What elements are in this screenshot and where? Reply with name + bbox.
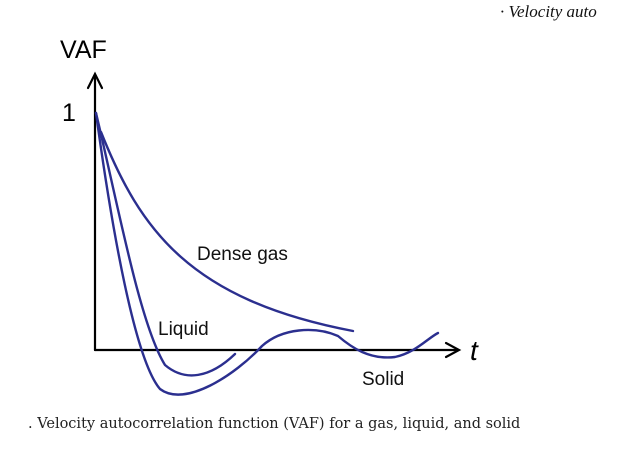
series-label-liquid: Liquid: [158, 319, 209, 340]
series-line-dense-gas: [99, 130, 355, 333]
series-line-liquid: [94, 111, 237, 377]
x-axis-label: t: [470, 335, 479, 366]
series-label-solid: Solid: [362, 369, 404, 390]
y-axis-arrowhead: [86, 71, 104, 90]
y-tick-label: 1: [62, 99, 76, 127]
y-axis-label: VAF: [60, 36, 107, 64]
x-axis-arrowhead: [444, 341, 462, 359]
figure-caption: . Velocity autocorrelation function (VAF…: [28, 416, 521, 432]
header-fragment-text: · Velocity auto: [500, 2, 597, 21]
series-label-dense-gas: Dense gas: [197, 244, 288, 265]
axes: [86, 71, 462, 359]
series-line-solid: [94, 111, 440, 396]
